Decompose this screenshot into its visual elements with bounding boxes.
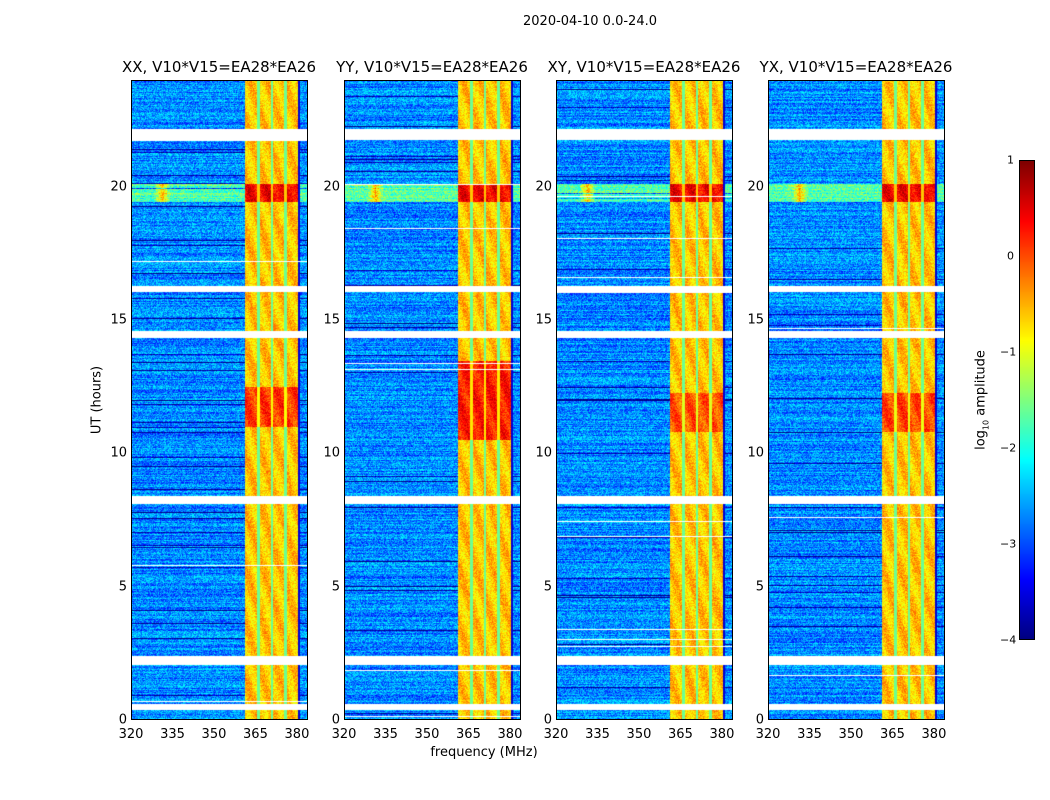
x-tick-label: 350 [201,727,227,742]
y-tick-label: 0 [543,712,552,728]
colorbar-label-sub: 10 [981,419,991,431]
panel-title: XY, V10*V15=EA28*EA26 [547,58,741,76]
heatmap [769,81,944,719]
x-tick-label: 350 [838,727,864,742]
x-tick-label: 320 [118,727,144,742]
heatmap [132,81,307,719]
y-tick-label: 15 [323,312,340,328]
y-tick-label: 0 [755,712,764,728]
colorbar-gradient [1020,161,1034,639]
y-tick-label: 10 [110,445,127,461]
colorbar-tick-label: 0 [1007,249,1014,263]
x-tick-label: 365 [243,727,268,742]
y-tick-label: 5 [543,579,552,595]
panel-title: YY, V10*V15=EA28*EA26 [336,58,528,76]
x-tick-label: 380 [921,727,947,742]
colorbar-label-rest: amplitude [973,350,989,420]
y-tick-label: 10 [747,445,764,461]
x-axis-label: frequency (MHz) [430,745,538,760]
x-tick-label: 320 [331,727,357,742]
x-tick-label: 350 [626,727,652,742]
waterfall-panel [344,80,521,720]
heatmap [345,81,520,719]
y-tick-label: 0 [331,712,340,728]
figure-title: 2020-04-10 0.0-24.0 [523,14,657,29]
x-tick-label: 365 [880,727,905,742]
waterfall-panel [556,80,733,720]
y-tick-label: 20 [323,179,340,195]
x-tick-label: 335 [797,727,822,742]
x-tick-label: 335 [373,727,398,742]
y-tick-label: 0 [118,712,127,728]
y-tick-label: 15 [110,312,127,328]
y-tick-label: 20 [110,179,127,195]
x-tick-label: 320 [543,727,569,742]
colorbar-tick-label: 1 [1007,153,1014,167]
x-tick-label: 335 [160,727,185,742]
y-tick-label: 15 [747,312,764,328]
colorbar-tick-label: −3 [1000,537,1017,551]
y-tick-label: 5 [118,579,127,595]
x-tick-label: 365 [456,727,481,742]
waterfall-panel [131,80,308,720]
x-tick-label: 335 [585,727,610,742]
colorbar-label: log10 amplitude [974,350,991,450]
colorbar-tick-label: −2 [1000,441,1017,455]
y-tick-label: 5 [331,579,340,595]
x-tick-label: 380 [497,727,523,742]
panel-title: YX, V10*V15=EA28*EA26 [759,58,953,76]
x-tick-label: 380 [284,727,310,742]
colorbar-label-main: log [973,430,989,450]
y-tick-label: 20 [747,179,764,195]
x-tick-label: 365 [668,727,693,742]
waterfall-panel [768,80,945,720]
heatmap [557,81,732,719]
colorbar-tick-label: −1 [1000,345,1017,359]
colorbar [1019,160,1035,640]
colorbar-tick-label: −4 [1000,633,1017,647]
y-axis-label: UT (hours) [89,365,105,435]
x-tick-label: 350 [414,727,440,742]
y-tick-label: 5 [755,579,764,595]
x-tick-label: 320 [755,727,781,742]
y-tick-label: 10 [323,445,340,461]
y-tick-label: 10 [535,445,552,461]
panel-title: XX, V10*V15=EA28*EA26 [121,58,317,76]
y-tick-label: 20 [535,179,552,195]
y-tick-label: 15 [535,312,552,328]
x-tick-label: 380 [709,727,735,742]
